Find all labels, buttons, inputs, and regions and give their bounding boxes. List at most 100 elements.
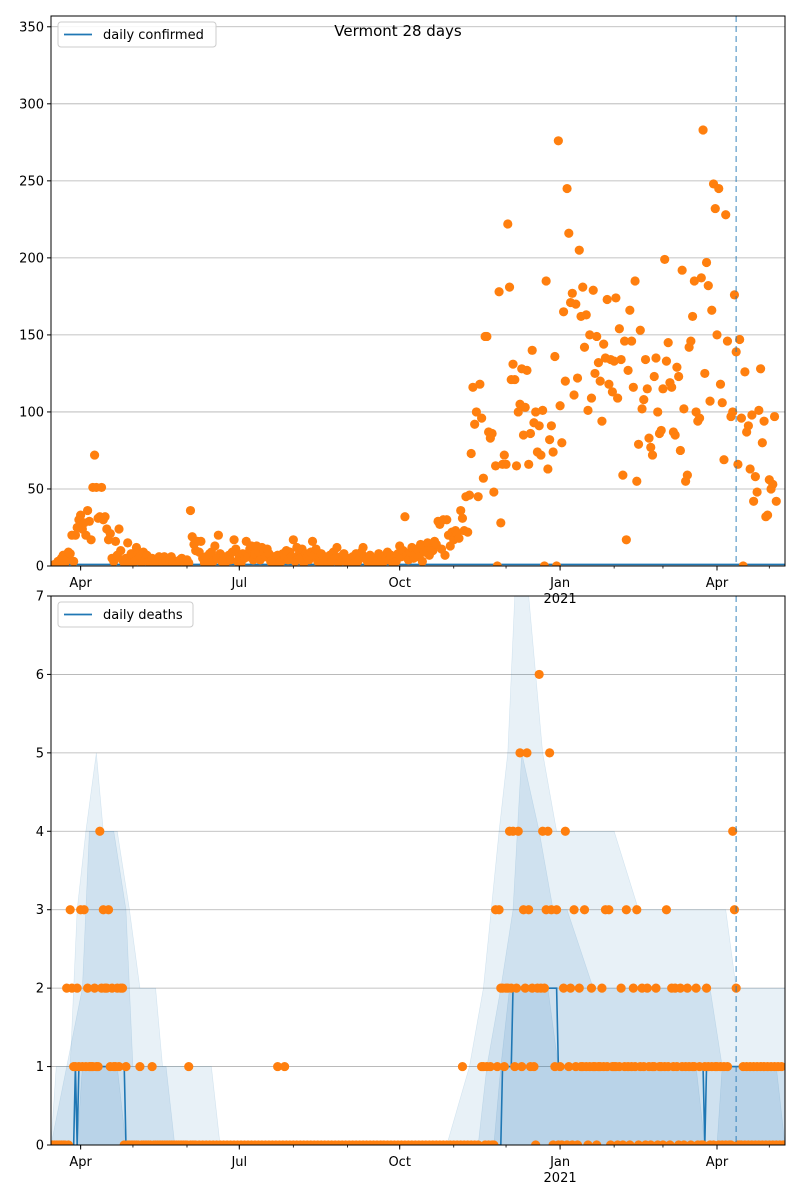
- data-point: [288, 535, 298, 545]
- y-tick-label: 150: [19, 328, 44, 343]
- axes-frame: [50, 15, 786, 567]
- y-tick-label: 350: [19, 20, 44, 35]
- data-point: [560, 826, 570, 836]
- data-point: [736, 413, 747, 423]
- data-point: [454, 533, 464, 543]
- data-point: [628, 983, 638, 993]
- data-point: [457, 1061, 468, 1072]
- data-point: [569, 905, 579, 915]
- data-point: [583, 1140, 593, 1145]
- data-point: [499, 450, 509, 460]
- data-point: [614, 324, 624, 334]
- data-point: [524, 905, 534, 915]
- data-point: [649, 371, 659, 382]
- data-point: [457, 513, 468, 523]
- data-point: [710, 203, 720, 214]
- data-point: [89, 450, 100, 460]
- data-point: [694, 413, 705, 423]
- data-point: [531, 407, 541, 417]
- data-point: [114, 1061, 124, 1072]
- data-point: [701, 983, 712, 993]
- data-point: [728, 407, 738, 417]
- data-point: [72, 983, 82, 993]
- data-point: [679, 404, 689, 414]
- data-point: [541, 276, 551, 286]
- data-point: [592, 1140, 602, 1145]
- data-point: [586, 983, 597, 993]
- data-point: [722, 1061, 733, 1072]
- data-point: [628, 382, 638, 392]
- plot-area: [51, 125, 785, 566]
- data-point: [705, 396, 715, 406]
- data-point: [721, 210, 731, 220]
- uncertainty-band: [51, 596, 785, 1145]
- data-point: [715, 379, 726, 389]
- data-point: [513, 407, 523, 417]
- data-point: [616, 354, 626, 365]
- data-point: [184, 558, 194, 566]
- chart-title: Vermont 28 days: [334, 22, 462, 40]
- data-point: [482, 331, 492, 342]
- data-point: [473, 492, 483, 502]
- data-point: [738, 561, 748, 566]
- data-point: [682, 470, 692, 480]
- data-point: [728, 826, 738, 836]
- data-point: [515, 748, 525, 758]
- data-point: [754, 405, 764, 415]
- data-point: [759, 416, 769, 426]
- data-point: [545, 435, 555, 445]
- axes-frame: [50, 595, 786, 1146]
- data-point: [501, 459, 511, 469]
- data-point: [633, 1140, 644, 1145]
- data-point: [545, 748, 555, 758]
- data-point: [653, 407, 663, 417]
- data-point: [674, 371, 684, 382]
- data-point: [307, 536, 318, 546]
- data-point: [492, 1061, 502, 1072]
- data-point: [595, 376, 605, 386]
- data-point: [583, 405, 593, 415]
- data-point: [722, 336, 733, 346]
- data-point: [618, 470, 628, 480]
- data-point: [771, 496, 781, 506]
- x-tick-label: Jan: [549, 576, 570, 591]
- data-point: [578, 282, 588, 292]
- data-point: [712, 330, 722, 340]
- data-point: [625, 1140, 635, 1145]
- data-point: [470, 419, 480, 429]
- data-point: [647, 450, 658, 460]
- data-point: [503, 219, 513, 229]
- data-point: [558, 307, 569, 317]
- data-point: [95, 826, 105, 836]
- data-point: [83, 505, 93, 516]
- data-point: [675, 445, 685, 456]
- data-point: [593, 358, 604, 368]
- x-tick-label: Apr: [706, 1155, 729, 1170]
- data-point: [663, 338, 673, 348]
- data-point: [618, 1140, 628, 1145]
- data-point: [579, 342, 590, 352]
- data-point: [525, 428, 536, 439]
- data-point: [534, 669, 544, 680]
- data-point: [755, 364, 766, 374]
- data-point: [513, 826, 523, 836]
- data-point: [689, 276, 699, 286]
- data-point: [707, 305, 717, 315]
- data-point: [496, 518, 506, 528]
- x-tick-label: Oct: [388, 576, 410, 591]
- data-point: [510, 374, 520, 385]
- data-point: [546, 421, 556, 431]
- data-point: [358, 542, 368, 553]
- data-point: [538, 405, 548, 415]
- data-point: [560, 376, 570, 386]
- data-point: [536, 450, 546, 460]
- data-point: [607, 387, 617, 397]
- data-point: [740, 367, 750, 377]
- y-tick-label: 50: [27, 482, 44, 497]
- data-point: [135, 1061, 145, 1072]
- data-point: [747, 410, 757, 420]
- data-point: [89, 983, 100, 993]
- data-point: [733, 459, 743, 469]
- data-point: [196, 536, 206, 546]
- data-point: [621, 905, 631, 915]
